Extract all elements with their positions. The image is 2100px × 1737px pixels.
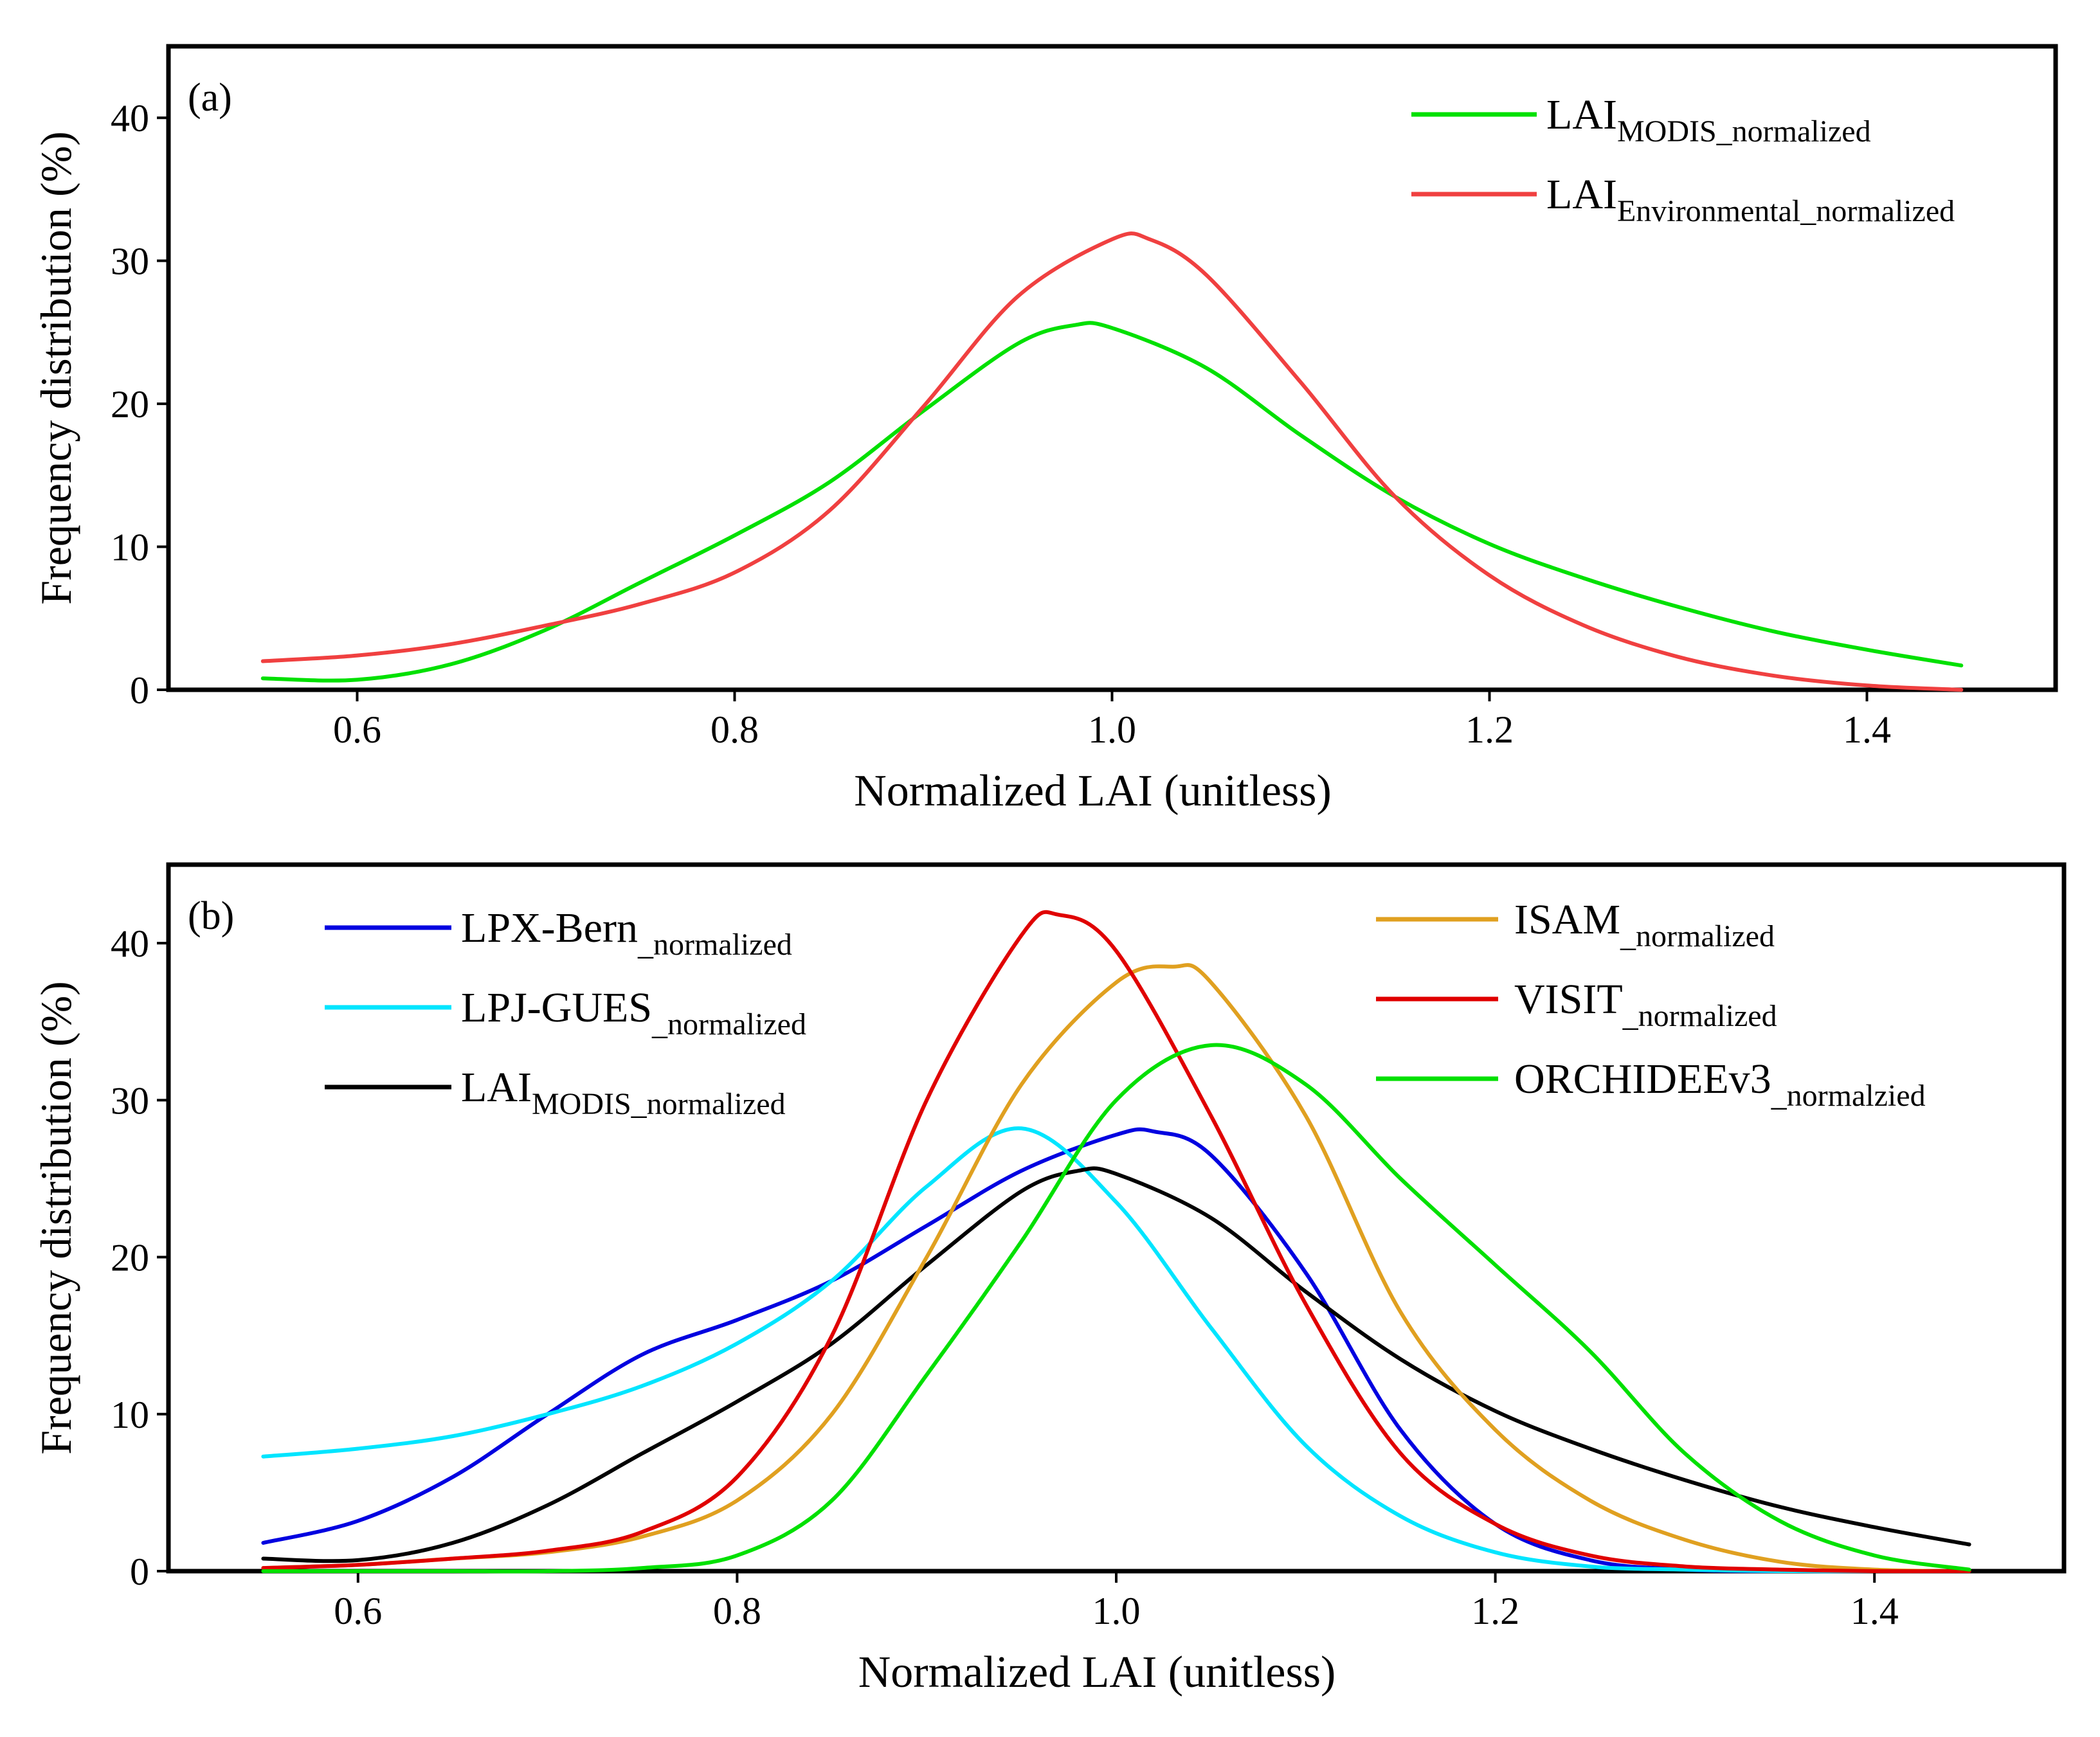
y-tick-label: 20 bbox=[111, 383, 149, 426]
series-line-visit-normalized bbox=[261, 910, 1971, 1574]
legend-label-orchideev3-normalzied: ORCHIDEEv3_normalzied bbox=[1514, 1056, 1926, 1113]
y-axis-label: Frequency distribution (%) bbox=[32, 981, 80, 1455]
y-tick-label: 10 bbox=[111, 526, 149, 569]
legend-label-visit-normalized: VISIT_normalized bbox=[1514, 976, 1777, 1033]
series-line-laimodis-normalized bbox=[261, 1166, 1971, 1563]
x-tick-label: 0.6 bbox=[334, 1590, 382, 1632]
y-tick-label: 10 bbox=[111, 1394, 149, 1436]
y-tick-label: 40 bbox=[111, 97, 149, 140]
y-tick-label: 20 bbox=[111, 1237, 149, 1279]
legend-label-laimodis-normalized: LAIMODIS_normalized bbox=[1546, 91, 1871, 148]
x-tick-label: 1.0 bbox=[1088, 708, 1136, 751]
plot-frame bbox=[166, 862, 2067, 1574]
x-tick-label: 1.0 bbox=[1092, 1590, 1141, 1632]
chart-panel-b: 0.6 0.8 1.0 1.2 1.4 0 10 20 30 40 Normalized LAI (… bbox=[32, 862, 2067, 1697]
legend-label-laimodis-normalized: LAIMODIS_normalized bbox=[461, 1064, 786, 1121]
legend-label-isam-normalized: ISAM_normalized bbox=[1514, 896, 1775, 953]
x-tick-label: 0.8 bbox=[713, 1590, 761, 1632]
series-line-lpj-gues-normalized bbox=[261, 1126, 1971, 1574]
series-line-isam-normalized bbox=[261, 963, 1971, 1573]
series-line-lpx-bern-normalized bbox=[261, 1127, 1971, 1574]
x-tick-label: 1.2 bbox=[1471, 1590, 1519, 1632]
legend-label-lpx-bern-normalized: LPX-Bern_normalized bbox=[461, 905, 792, 962]
y-tick-label: 30 bbox=[111, 240, 149, 283]
y-tick-label: 40 bbox=[111, 923, 149, 965]
x-tick-label: 1.4 bbox=[1843, 708, 1891, 751]
y-tick-label: 0 bbox=[130, 1551, 149, 1593]
x-tick-label: 0.6 bbox=[333, 708, 381, 751]
panel-label: (a) bbox=[188, 76, 232, 120]
x-tick-label: 1.4 bbox=[1851, 1590, 1899, 1632]
x-tick-label: 0.8 bbox=[711, 708, 759, 751]
legend-label-laienvironmental-normalized: LAIEnvironmental_normalized bbox=[1546, 171, 1955, 228]
x-axis-label: Normalized LAI (unitless) bbox=[854, 766, 1332, 816]
y-tick-label: 30 bbox=[111, 1079, 149, 1122]
series-line-laimodis-normalized bbox=[260, 321, 1964, 683]
legend-label-lpj-gues-normalized: LPJ-GUES_normalized bbox=[461, 984, 806, 1041]
x-axis-label: Normalized LAI (unitless) bbox=[858, 1648, 1336, 1697]
chart-panel-a: 0.6 0.8 1.0 1.2 1.4 0 10 20 30 40 Normalized LAI (… bbox=[32, 44, 2058, 816]
panel-label: (b) bbox=[188, 894, 234, 938]
y-tick-label: 0 bbox=[130, 669, 149, 712]
x-tick-label: 1.2 bbox=[1465, 708, 1514, 751]
series-line-laienvironmental-normalized bbox=[260, 231, 1964, 692]
series-line-orchideev3-normalzied bbox=[261, 1043, 1971, 1574]
y-axis-label: Frequency distribution (%) bbox=[32, 131, 80, 605]
